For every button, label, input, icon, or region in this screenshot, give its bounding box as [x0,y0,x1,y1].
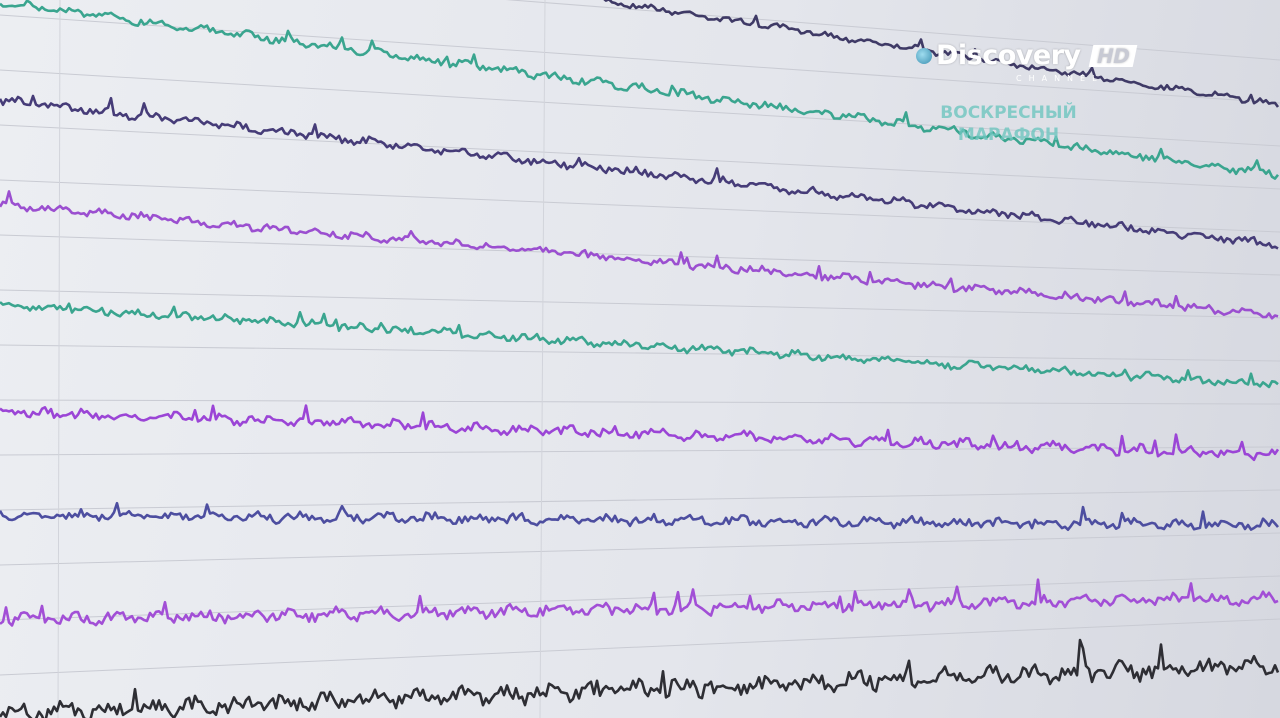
grid-line [57,0,61,718]
grid-line [539,0,546,718]
grid-line [0,532,1280,566]
eeg-trace-3 [0,94,1279,250]
grid-line [0,289,1280,319]
globe-icon [916,48,932,64]
eeg-trace-7 [0,501,1279,531]
grid-line [0,489,1280,511]
discovery-hd-logo: Discovery HD CHANNEL [916,40,1166,84]
grid-line [0,234,1280,276]
grid-line [0,124,1280,190]
eeg-trace-1 [603,0,1280,108]
promo-line-2: МАРАФОН [957,125,1060,145]
logo-main: Discovery HD [916,40,1166,72]
eeg-trace-8 [0,578,1279,627]
promo-caption: ВОСКРЕСНЫЙ МАРАФОН [926,102,1091,146]
logo-hd-badge: HD [1088,44,1138,68]
grid-line [0,618,1280,676]
promo-line-1: ВОСКРЕСНЫЙ [940,103,1077,123]
grid-line [505,0,1280,61]
eeg-trace-4 [0,190,1279,320]
grid-line [0,399,1280,405]
eeg-trace-9 [0,638,1280,718]
grid-line [0,344,1280,362]
eeg-trace-6 [0,404,1280,462]
eeg-trace-2 [0,0,1280,180]
eeg-trace-5 [0,301,1279,389]
grid-line [0,575,1280,621]
logo-sub: CHANNEL [1016,74,1104,83]
grid-line [0,69,1280,147]
grid-line [0,179,1280,233]
logo-brand: Discovery [936,40,1081,71]
